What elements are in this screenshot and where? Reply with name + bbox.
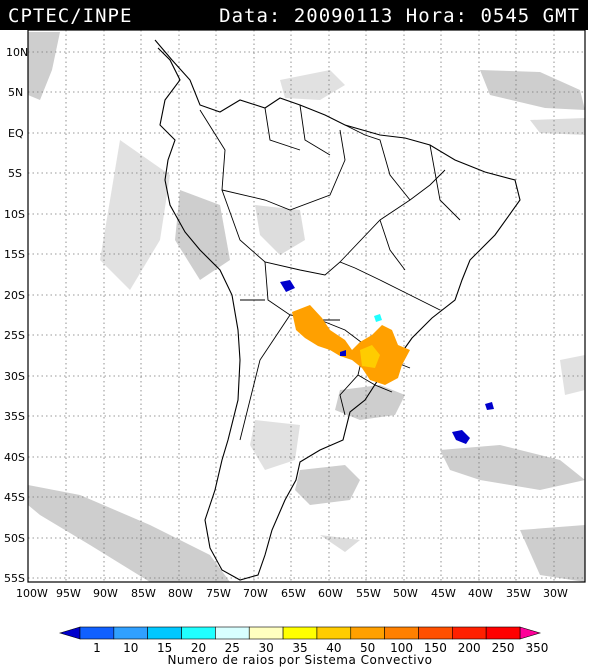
legend-swatch	[316, 626, 352, 640]
lon-label: 30W	[543, 587, 568, 600]
lat-label: 10N	[6, 46, 28, 59]
color-legend: 1 10 15 20 25 30 35 40 50 100 150 200 250 350 Numero …	[58, 626, 548, 667]
legend-tick-label: 350	[525, 641, 548, 655]
lat-label: 25S	[4, 329, 25, 342]
legend-arrow-left	[58, 626, 81, 640]
legend-swatch	[350, 626, 385, 640]
south-america-coastline	[154, 39, 521, 581]
legend-tick-label: 10	[123, 641, 138, 655]
legend-tick-label: 1	[93, 641, 101, 655]
source-label: CPTEC/INPE	[8, 5, 133, 27]
legend-arrow-right	[519, 626, 542, 640]
latitude-axis: 10N 5N EQ 5S 10S 15S 20S 25S 30S 35S 40S…	[4, 46, 28, 585]
cluster-25-30	[374, 314, 382, 322]
legend-tick-label: 250	[492, 641, 515, 655]
lon-label: 95W	[56, 587, 81, 600]
lat-lon-grid	[28, 30, 585, 582]
legend-tick-label: 35	[292, 641, 307, 655]
cluster-1-10-a	[280, 280, 295, 292]
legend-tick-label: 150	[424, 641, 447, 655]
lon-label: 85W	[131, 587, 156, 600]
lat-label: 50S	[4, 532, 25, 545]
cluster-100-150	[292, 305, 410, 385]
cloud-cover	[28, 32, 585, 582]
lon-label: 45W	[431, 587, 456, 600]
legend-swatch	[79, 626, 115, 640]
date-label: Data:	[219, 5, 282, 27]
legend-tick-label: 100	[390, 641, 413, 655]
legend-swatch	[282, 626, 318, 640]
hour-label: Hora:	[405, 5, 468, 27]
cluster-1-10-b	[452, 430, 470, 444]
legend-swatches	[79, 626, 521, 640]
timestamp-group: Data: 20090113 Hora: 0545 GMT	[219, 5, 580, 27]
lat-label: 35S	[4, 410, 25, 423]
cluster-50-100	[360, 345, 380, 368]
lon-label: 50W	[393, 587, 418, 600]
legend-tick-label: 30	[259, 641, 274, 655]
legend-swatch	[452, 626, 487, 640]
legend-swatch	[418, 626, 453, 640]
lat-label: 15S	[4, 248, 25, 261]
lon-label: 65W	[281, 587, 306, 600]
lat-label: 40S	[4, 451, 25, 464]
legend-tick-label: 15	[157, 641, 172, 655]
map-header: CPTEC/INPE Data: 20090113 Hora: 0545 GMT	[0, 0, 588, 30]
lat-label: 5N	[8, 86, 23, 99]
lon-label: 100W	[16, 587, 48, 600]
lon-label: 60W	[318, 587, 343, 600]
legend-swatch	[248, 626, 284, 640]
lon-label: 55W	[356, 587, 381, 600]
legend-swatch	[485, 626, 521, 640]
cluster-1-10-c	[485, 402, 494, 410]
legend-tick-label: 40	[326, 641, 341, 655]
map-frame	[27, 30, 586, 583]
lat-label: EQ	[8, 127, 24, 140]
legend-tick-label: 50	[360, 641, 375, 655]
lon-label: 90W	[93, 587, 118, 600]
legend-swatch	[113, 626, 148, 640]
legend-swatch	[181, 626, 216, 640]
legend-title: Numero de raios por Sistema Convectivo	[167, 653, 432, 667]
lightning-map: 10N 5N EQ 5S 10S 15S 20S 25S 30S 35S 40S…	[4, 30, 586, 600]
lon-label: 75W	[206, 587, 231, 600]
legend-tick-label: 200	[458, 641, 481, 655]
legend-tick-label: 20	[191, 641, 206, 655]
lat-label: 45S	[4, 491, 25, 504]
legend-swatch	[384, 626, 419, 640]
timezone-label: GMT	[542, 5, 580, 27]
lon-label: 80W	[168, 587, 193, 600]
legend-swatch	[215, 626, 250, 640]
lat-label: 10S	[4, 208, 25, 221]
lat-label: 20S	[4, 289, 25, 302]
lat-label: 30S	[4, 370, 25, 383]
lon-label: 70W	[243, 587, 268, 600]
legend-tick-label: 25	[225, 641, 240, 655]
date-value: 20090113	[293, 5, 394, 27]
legend-tick-labels: 1 10 15 20 25 30 35 40 50 100 150 200 250 350	[93, 641, 548, 655]
lon-label: 40W	[468, 587, 493, 600]
time-value: 0545	[480, 5, 531, 27]
lon-label: 35W	[506, 587, 531, 600]
lat-label: 5S	[8, 167, 22, 180]
cluster-1-10-d	[340, 350, 346, 356]
lat-label: 55S	[4, 572, 25, 585]
legend-swatch	[147, 626, 182, 640]
lightning-clusters	[280, 280, 494, 444]
longitude-axis: 100W 95W 90W 85W 80W 75W 70W 65W 60W 55W…	[16, 587, 568, 600]
